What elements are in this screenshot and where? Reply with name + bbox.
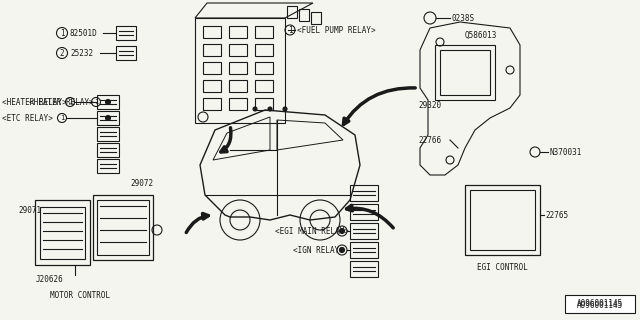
Bar <box>470 190 535 250</box>
Bar <box>195 18 285 123</box>
FancyArrowPatch shape <box>186 213 209 233</box>
Text: 22766: 22766 <box>418 135 441 145</box>
Text: 2: 2 <box>340 247 344 253</box>
Bar <box>203 44 221 56</box>
Circle shape <box>268 107 272 111</box>
Text: 1: 1 <box>60 28 64 37</box>
Circle shape <box>253 107 257 111</box>
Text: 29071: 29071 <box>18 205 41 214</box>
Circle shape <box>283 107 287 111</box>
Bar <box>203 26 221 38</box>
Bar <box>255 44 273 56</box>
Bar <box>229 80 247 92</box>
FancyArrowPatch shape <box>344 88 415 124</box>
Circle shape <box>106 100 111 105</box>
Text: 0238S: 0238S <box>452 13 475 22</box>
Bar <box>565 295 635 313</box>
Text: A096001145: A096001145 <box>577 300 623 308</box>
Text: <ETC RELAY>: <ETC RELAY> <box>2 114 53 123</box>
Text: 1: 1 <box>94 99 98 105</box>
Bar <box>203 80 221 92</box>
Bar <box>440 50 490 95</box>
Text: 25232: 25232 <box>70 49 93 58</box>
Text: 2: 2 <box>60 49 64 58</box>
Text: <EGI MAIN RELAY>: <EGI MAIN RELAY> <box>275 227 349 236</box>
Text: MOTOR CONTROL: MOTOR CONTROL <box>50 291 110 300</box>
Text: 29072: 29072 <box>130 179 153 188</box>
Bar <box>203 98 221 110</box>
Bar <box>255 62 273 74</box>
Bar <box>350 204 378 220</box>
Text: 29320: 29320 <box>418 100 441 109</box>
Bar <box>255 80 273 92</box>
Text: 1: 1 <box>288 26 292 35</box>
Bar <box>97 159 119 173</box>
Bar <box>97 143 119 157</box>
Text: <IGN RELAY>: <IGN RELAY> <box>293 245 344 254</box>
Bar <box>350 223 378 239</box>
Text: <HEATER RELAY>: <HEATER RELAY> <box>29 98 94 107</box>
Text: <FUEL PUMP RELAY>: <FUEL PUMP RELAY> <box>297 26 376 35</box>
Bar <box>40 207 85 259</box>
Bar <box>465 185 540 255</box>
Text: N370031: N370031 <box>550 148 582 156</box>
Bar <box>93 195 153 260</box>
Bar <box>287 6 297 18</box>
Bar <box>229 62 247 74</box>
Bar <box>350 242 378 258</box>
Text: 22765: 22765 <box>545 211 568 220</box>
FancyArrowPatch shape <box>347 205 393 228</box>
Bar <box>116 46 136 60</box>
Bar <box>229 44 247 56</box>
Text: EGI CONTROL: EGI CONTROL <box>477 262 527 271</box>
Bar <box>229 98 247 110</box>
Bar <box>97 127 119 141</box>
Bar <box>116 26 136 40</box>
Circle shape <box>339 228 344 234</box>
Bar <box>97 111 119 125</box>
Bar <box>435 45 495 100</box>
Text: 1: 1 <box>60 115 64 121</box>
FancyArrowPatch shape <box>221 128 231 152</box>
Bar <box>350 185 378 201</box>
Text: <HEATER RELAY>: <HEATER RELAY> <box>2 98 67 107</box>
Bar <box>350 261 378 277</box>
Bar <box>203 62 221 74</box>
Text: A096001145: A096001145 <box>577 300 623 309</box>
Text: 1: 1 <box>68 99 72 105</box>
Bar <box>229 26 247 38</box>
Text: Q586013: Q586013 <box>465 30 497 39</box>
Bar <box>299 9 309 21</box>
Bar <box>255 98 273 110</box>
Text: 82501D: 82501D <box>70 28 98 37</box>
Text: 2: 2 <box>340 228 344 234</box>
Circle shape <box>339 247 344 252</box>
Bar <box>255 26 273 38</box>
Bar <box>35 200 90 265</box>
Bar <box>97 200 149 255</box>
Circle shape <box>106 116 111 121</box>
Text: J20626: J20626 <box>36 276 64 284</box>
Bar <box>97 95 119 109</box>
Bar <box>311 12 321 24</box>
